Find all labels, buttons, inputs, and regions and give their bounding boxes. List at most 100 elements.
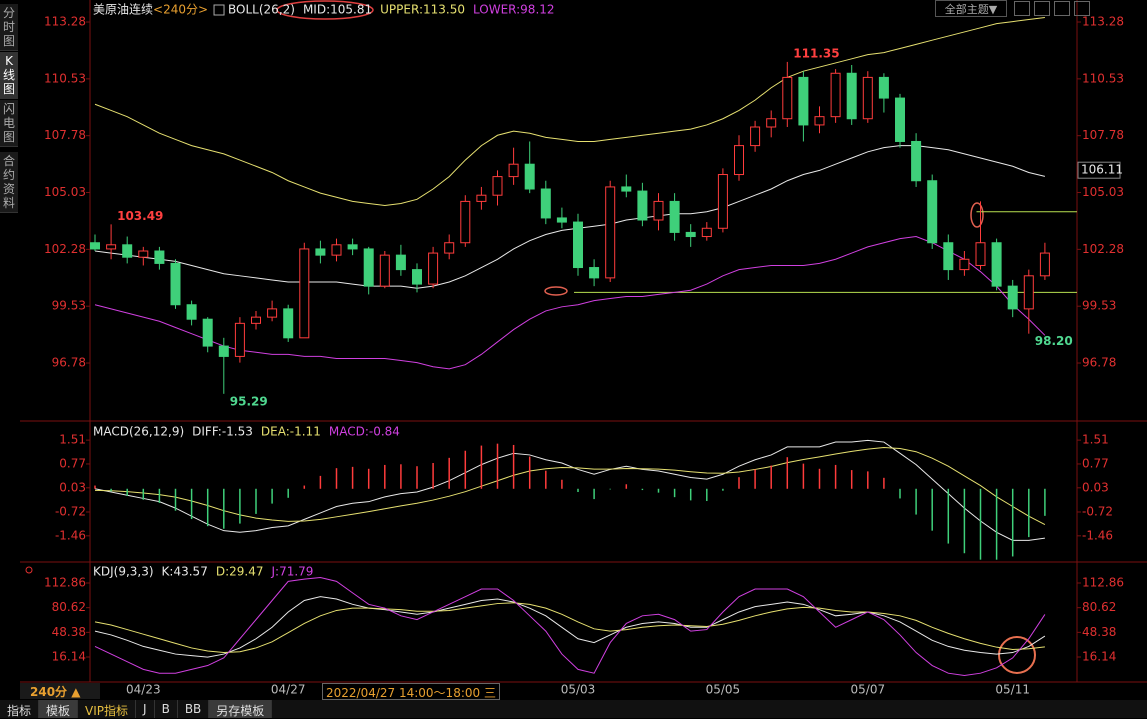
y-tick-label: 113.28 [44,15,86,29]
tab[interactable]: 另存模板 [209,700,273,718]
y-tick-label: 0.03 [59,480,86,494]
candle-body [331,244,342,256]
candle-body [927,180,938,244]
y-tick-label: 110.53 [44,71,86,85]
candle-body [782,76,793,120]
y-tick-label: 102.28 [44,242,86,256]
candle-body [878,76,889,99]
y-tick-label: -1.46 [55,528,86,542]
candle-body [218,345,229,357]
legend-value: 113.50 [423,3,465,17]
candle-body [363,248,374,287]
candle-body [379,254,390,287]
icon-button[interactable] [1034,1,1050,16]
legend-value: -1.53 [222,425,253,439]
highlight-circle [276,0,374,20]
candle-body [621,186,632,192]
icon-button[interactable] [1074,1,1090,16]
legend-name: MID: [303,3,330,17]
legend-value: 29.47 [229,565,263,579]
candle-body [412,269,422,285]
candle-body [814,116,825,126]
period-button[interactable]: 240分 ▲ [20,683,100,699]
candle-body [234,322,245,357]
candle-body [750,126,761,147]
cursor-label: 2022/04/27 14:00～18:00 三 [322,683,500,700]
icon-button[interactable] [1014,1,1030,16]
y-tick-label: 112.86 [1082,576,1124,590]
legend-value: -1.11 [290,425,321,439]
candle-body [637,190,648,221]
y-tick-label: 112.86 [44,576,86,590]
indicator-icon [213,4,225,16]
candle-body [701,227,712,238]
legend-name: DEA: [261,425,290,439]
chart: 113.28 113.28 110.53 110.53 107.78 107.78 105.… [0,0,1147,700]
candle-body [653,200,664,221]
indicator-line [94,236,1046,370]
legend-value: -0.84 [369,425,400,439]
x-tick-label: 05/11 [995,683,1030,697]
indicator-line [94,602,1045,654]
candle-body [975,242,986,266]
indicator-line [94,16,1045,207]
period-label: <240分> [153,3,208,17]
y-tick-label: 80.62 [1082,600,1116,614]
candle-body [444,242,455,254]
indicator-line [94,596,1046,658]
candle-body [202,318,213,347]
candle-body [798,76,809,126]
icon-button[interactable] [1054,1,1070,16]
sidebar-tab[interactable]: K线图 [0,52,18,99]
candle-body [267,308,278,318]
y-tick-label: 0.77 [59,456,86,470]
y-tick-label: 105.03 [44,185,86,199]
sidebar-tab[interactable]: 分时图 [0,4,18,51]
settings-icon[interactable] [25,566,33,574]
candle-body [959,258,970,271]
candle-body [106,244,117,250]
high-label: 103.49 [117,209,163,223]
theme-button[interactable]: 全部主题▼ [935,0,1007,17]
candle-body [1023,275,1034,310]
x-tick-label: 05/07 [851,683,886,697]
y-tick-label: 16.14 [1082,650,1116,664]
candle-body [669,200,680,233]
y-tick-label: 96.78 [1082,356,1116,370]
tab[interactable]: 模板 [39,700,79,718]
x-tick-label: 05/03 [561,683,596,697]
candle-body [283,308,294,339]
candle-body [943,242,954,271]
tab[interactable]: VIP指标 [78,700,137,718]
y-tick-label: 1.51 [59,433,86,447]
candle-body [573,221,583,269]
tab[interactable]: BB [178,700,210,718]
candle-body [122,244,133,258]
candle-body [395,254,406,271]
legend-value: 105.81 [330,3,372,17]
y-tick-label: 1.51 [1082,433,1109,447]
indicator-line [94,577,1046,676]
background [0,0,1147,700]
candle-body [299,248,310,339]
low-label: 98.20 [1035,334,1073,348]
indicator-line [94,447,1046,525]
sidebar-tab[interactable]: 合约资料 [0,152,18,213]
tab[interactable]: 指标 [0,700,40,718]
tab[interactable]: B [155,700,178,718]
candle-body [186,304,197,320]
price-marker: 106.11 [1081,163,1123,177]
tab[interactable]: J [136,700,155,718]
y-tick-label: 0.77 [1082,456,1109,470]
y-tick-label: 107.78 [1082,128,1124,142]
y-tick-label: 0.03 [1082,480,1109,494]
y-tick-label: 80.62 [52,600,86,614]
candle-body [1039,252,1050,277]
chart-title: 美原油连续 [93,2,153,17]
candle-body [734,145,744,176]
indicator-name: MACD(26,12,9) [93,425,184,439]
legend-name: UPPER: [380,3,423,17]
legend-value: 43.57 [173,565,207,579]
candle-body [540,188,551,219]
sidebar-tab[interactable]: 闪电图 [0,100,18,147]
